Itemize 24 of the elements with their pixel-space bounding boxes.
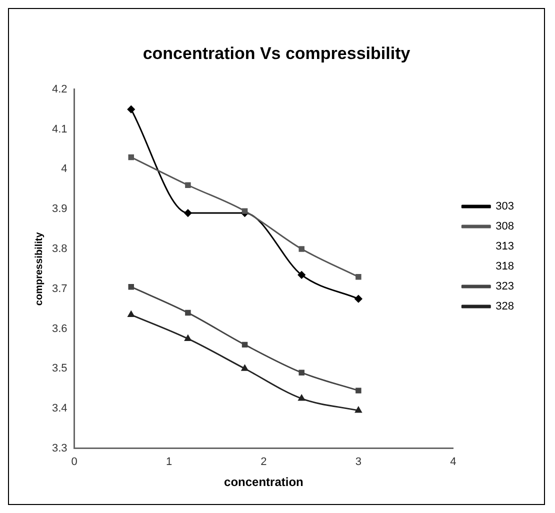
chart-title: concentration Vs compressibility bbox=[142, 44, 411, 63]
legend-label: 323 bbox=[496, 280, 514, 293]
y-tick-label: 3.9 bbox=[52, 203, 68, 216]
y-tick-label: 3.4 bbox=[52, 402, 68, 415]
legend-label: 308 bbox=[496, 220, 514, 233]
text: 313 bbox=[496, 240, 514, 253]
y-tick-label: 4.1 bbox=[52, 123, 68, 136]
x-axis-title: concentration bbox=[224, 475, 304, 490]
y-tick-label: 3.7 bbox=[52, 282, 68, 295]
x-tick-label: 1 bbox=[166, 456, 172, 468]
x-tick-label: 2 bbox=[260, 456, 267, 468]
text: 318 bbox=[496, 260, 514, 273]
y-tick-label: 3.5 bbox=[52, 362, 68, 375]
legend-label: 328 bbox=[496, 300, 514, 313]
y-tick-label: 3.6 bbox=[52, 322, 68, 335]
x-tick-label: 3 bbox=[355, 456, 362, 468]
y-tick-label: 4.2 bbox=[52, 83, 68, 96]
legend-label: 303 bbox=[496, 200, 514, 213]
x-tick-label: 4 bbox=[450, 456, 456, 468]
y-axis-title: compressibility bbox=[34, 232, 45, 306]
y-tick-label: 4 bbox=[61, 163, 68, 176]
y-tick-label: 3.8 bbox=[52, 242, 68, 255]
y-tick-label: 3.3 bbox=[52, 442, 68, 454]
x-tick-label: 0 bbox=[71, 456, 78, 468]
